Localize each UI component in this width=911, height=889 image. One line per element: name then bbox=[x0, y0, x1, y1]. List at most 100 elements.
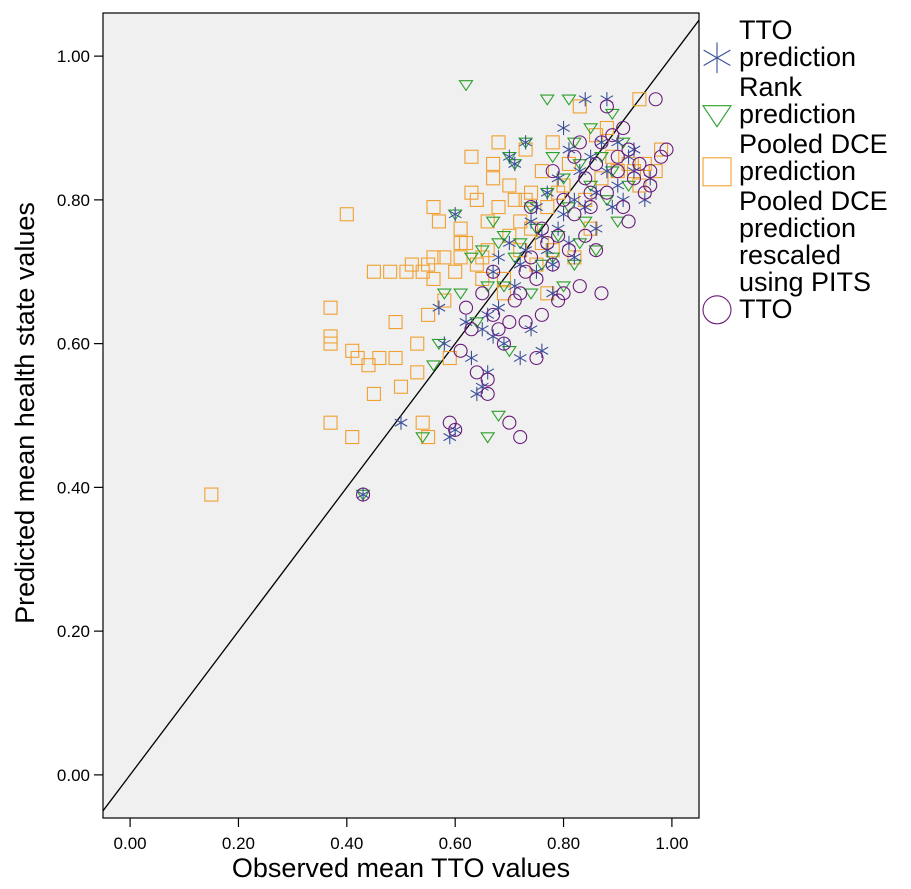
point-square bbox=[637, 156, 652, 171]
point-circle bbox=[567, 149, 582, 164]
point-asterisk bbox=[519, 243, 533, 258]
y-tick-label: 0.40 bbox=[57, 478, 90, 497]
point-circle bbox=[551, 293, 566, 308]
point-square bbox=[437, 293, 452, 308]
point-triangle-down bbox=[485, 216, 501, 228]
point-square bbox=[464, 185, 479, 200]
point-triangle-down bbox=[599, 195, 615, 207]
point-square bbox=[513, 214, 528, 229]
point-circle bbox=[475, 286, 490, 301]
point-square bbox=[507, 192, 522, 207]
point-circle bbox=[480, 372, 495, 387]
point-square bbox=[426, 200, 441, 215]
point-square bbox=[572, 99, 587, 114]
point-circle bbox=[583, 200, 598, 215]
point-square bbox=[345, 343, 360, 358]
point-circle bbox=[469, 365, 484, 380]
point-circle bbox=[637, 185, 652, 200]
point-asterisk bbox=[562, 142, 576, 157]
point-triangle-down bbox=[523, 288, 539, 300]
point-asterisk bbox=[394, 415, 408, 430]
point-square bbox=[415, 415, 430, 430]
y-axis-title: Predicted mean health state values bbox=[10, 202, 40, 624]
point-asterisk bbox=[546, 286, 560, 301]
point-square bbox=[632, 92, 647, 107]
point-square bbox=[399, 264, 414, 279]
point-square bbox=[491, 135, 506, 150]
point-square bbox=[323, 329, 338, 344]
point-circle bbox=[589, 243, 604, 258]
point-circle bbox=[486, 307, 501, 322]
point-triangle-down bbox=[436, 288, 452, 300]
y-tick-label: 1.00 bbox=[57, 47, 90, 66]
point-asterisk bbox=[502, 149, 516, 164]
point-circle bbox=[545, 164, 560, 179]
point-circle bbox=[578, 171, 593, 186]
point-asterisk bbox=[535, 343, 549, 358]
point-square bbox=[323, 300, 338, 315]
point-square bbox=[323, 415, 338, 430]
point-triangle-down bbox=[415, 432, 431, 444]
point-triangle-down bbox=[458, 80, 474, 92]
point-circle bbox=[572, 279, 587, 294]
point-square bbox=[475, 271, 490, 286]
point-asterisk bbox=[567, 250, 581, 265]
point-circle bbox=[610, 149, 625, 164]
point-circle bbox=[567, 207, 582, 222]
point-square bbox=[204, 487, 219, 502]
point-triangle-down bbox=[588, 245, 604, 257]
point-circle bbox=[572, 135, 587, 150]
point-square bbox=[366, 386, 381, 401]
point-triangle-down bbox=[561, 94, 577, 106]
point-triangle-down bbox=[583, 123, 599, 135]
point-square bbox=[372, 350, 387, 366]
point-square bbox=[421, 430, 436, 445]
point-circle bbox=[442, 415, 457, 430]
point-circle bbox=[540, 235, 555, 251]
point-square bbox=[421, 307, 436, 322]
point-circle bbox=[507, 293, 522, 308]
point-circle bbox=[513, 430, 528, 445]
point-circle bbox=[545, 257, 560, 272]
point-asterisk bbox=[524, 214, 538, 229]
point-circle bbox=[523, 250, 539, 265]
point-circle bbox=[599, 185, 614, 200]
point-square bbox=[410, 336, 425, 351]
point-triangle-down bbox=[496, 281, 512, 293]
point-circle bbox=[496, 336, 511, 351]
point-square bbox=[448, 264, 463, 279]
point-circle bbox=[523, 200, 539, 215]
point-asterisk bbox=[432, 300, 446, 315]
point-asterisk bbox=[448, 422, 462, 438]
x-tick-label: 0.80 bbox=[547, 834, 580, 853]
legend-icon-square bbox=[702, 157, 732, 187]
point-square bbox=[594, 171, 609, 186]
point-circle bbox=[605, 128, 620, 143]
point-circle bbox=[632, 156, 647, 171]
point-square bbox=[345, 430, 360, 445]
point-circle bbox=[448, 422, 463, 437]
point-square bbox=[556, 178, 571, 193]
point-square bbox=[502, 178, 517, 193]
point-asterisk bbox=[589, 221, 603, 236]
point-triangle-down bbox=[545, 151, 561, 164]
legend-label: Pooled DCE prediction bbox=[739, 129, 888, 186]
legend-label: TTO prediction bbox=[739, 15, 856, 72]
point-asterisk bbox=[513, 350, 527, 366]
x-axis-title: Observed mean TTO values bbox=[232, 853, 570, 883]
point-asterisk bbox=[508, 278, 522, 294]
point-square bbox=[589, 128, 604, 143]
point-square bbox=[518, 192, 533, 207]
point-circle bbox=[529, 350, 544, 366]
point-asterisk bbox=[475, 322, 489, 337]
legend-label: Pooled DCE prediction rescaled using PITS TT… bbox=[739, 186, 888, 324]
point-square bbox=[523, 185, 539, 200]
reference-line-group bbox=[102, 19, 700, 812]
point-circle bbox=[534, 307, 549, 322]
point-square bbox=[388, 315, 403, 330]
point-triangle-down bbox=[556, 281, 572, 293]
point-asterisk bbox=[589, 185, 603, 200]
x-tick-label: 0.40 bbox=[330, 834, 363, 853]
point-asterisk bbox=[470, 386, 484, 402]
point-square bbox=[404, 257, 419, 272]
